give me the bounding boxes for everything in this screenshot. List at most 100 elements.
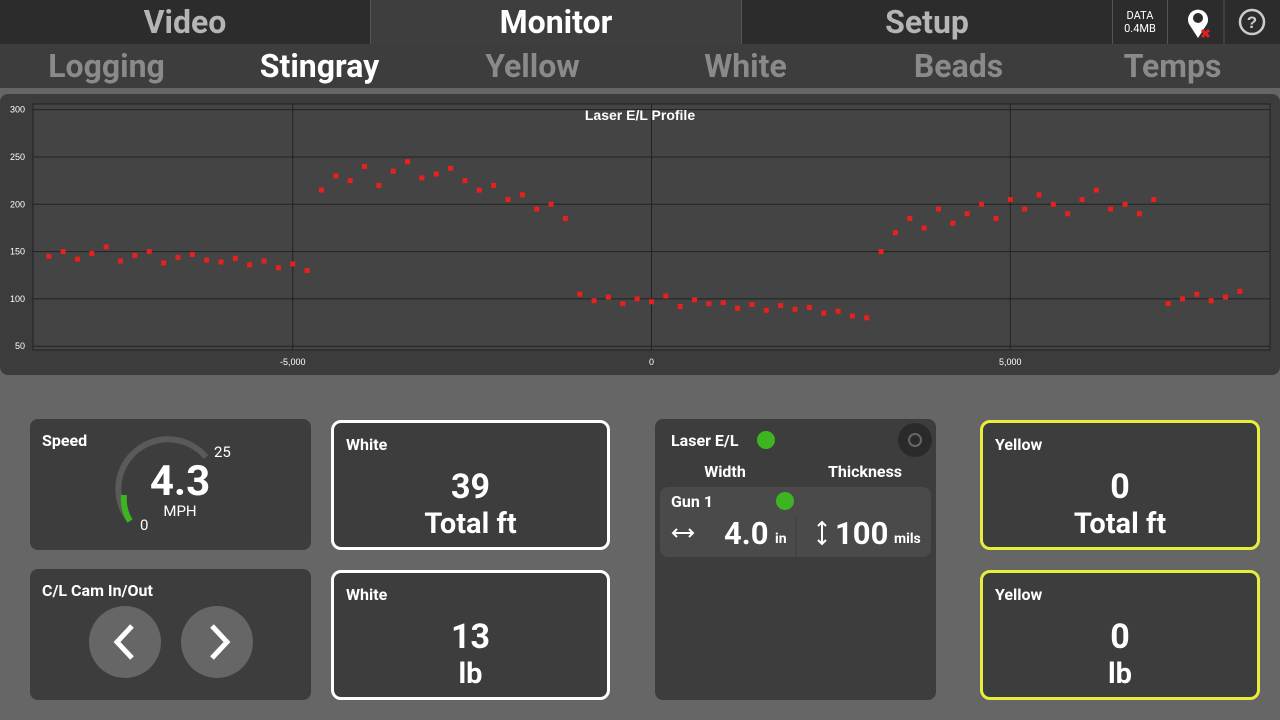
data-point [103,244,109,250]
card-unit: lb [1108,657,1132,691]
data-point [1151,197,1157,203]
data-point [376,182,382,188]
data-label: DATA [1126,9,1154,22]
tab[interactable]: Setup [742,0,1113,44]
tab[interactable]: Video [0,0,371,44]
data-point [419,175,425,181]
data-point [275,265,281,271]
data-point [433,171,439,177]
gps-icon[interactable] [1188,9,1211,39]
data-point [778,303,784,309]
icons: ? [1168,0,1280,44]
data-point [519,192,525,198]
y-tick-label: 250 [10,152,25,162]
data-point [333,173,339,179]
subtab[interactable]: Logging [48,47,165,85]
data-point [247,262,253,268]
data-point [921,225,927,231]
data-point [60,249,66,255]
data-point [1223,294,1229,300]
data-point [361,163,367,169]
subtab[interactable]: White [704,47,787,85]
data-point [892,230,898,236]
data-point [175,254,181,260]
data-point [1022,206,1028,212]
data-point [821,310,827,316]
card-title: White [346,435,388,454]
data-point [720,300,726,306]
cam-buttons [89,606,253,678]
width-unit: in [775,531,787,547]
gauge [115,436,209,523]
speed-card: Speed 4.3 MPH 0 25 [30,419,311,550]
y-tick-label: 100 [10,294,25,304]
data-point [1237,288,1243,294]
data-point [1050,201,1056,207]
laser-card: Laser E/L Width Thickness Gun 1 4.0 in 1… [655,419,936,700]
data-point [146,249,152,255]
data-point [462,178,468,184]
data-point [1136,211,1142,217]
subtab[interactable]: Temps [1123,47,1222,85]
data-point [1165,301,1171,307]
cam-in-button[interactable] [89,606,161,678]
light-icon [908,433,922,447]
data-point [1208,298,1214,304]
data-point [749,302,755,308]
card-unit: Total ft [1073,507,1167,541]
cam-out-button[interactable] [181,606,253,678]
data-point [1093,187,1099,193]
subtab[interactable]: Beads [913,47,1004,85]
data-point [1007,197,1013,203]
data-point [261,258,267,264]
data-point [1179,296,1185,302]
data-point [347,178,353,184]
data-point [692,297,698,303]
data-point [548,201,554,207]
data-point [232,255,238,261]
data-point [663,293,669,299]
yellow-lb-card: Yellow 0 lb [980,570,1260,700]
data-point [46,253,52,259]
data-size: 0.4MB [1124,22,1156,35]
card-unit: lb [458,657,483,691]
y-tick-label: 50 [15,341,25,351]
gauge-track [115,436,209,523]
data-point [964,211,970,217]
card-unit: Total ft [424,507,517,541]
help-icon[interactable]: ? [1238,8,1266,36]
subtab[interactable]: Yellow [485,47,580,85]
data-point [318,187,324,193]
data-point [634,296,640,302]
width-icon [671,528,695,538]
data-point [491,182,497,188]
data-point [950,220,956,226]
data-point [763,307,769,313]
data-point [735,305,741,311]
thickness-value: 100 [835,515,889,552]
gun-panel: Gun 1 4.0 in 100 mils [660,487,931,557]
data-status: DATA 0.4MB [1113,0,1168,44]
x-tick-label: 0 [649,357,654,367]
thickness-unit: mils [894,531,921,547]
card-title: Speed [42,431,88,450]
subtab[interactable]: Stingray [259,47,380,85]
card-value: 13 [450,617,490,657]
data-point [1194,291,1200,297]
gauge-max: 25 [214,443,231,461]
laser-icons [757,423,932,457]
x-tick-label: -5,000 [280,357,306,367]
light-button[interactable] [898,423,932,457]
white-total-card: White 39 Total ft [331,420,610,550]
thickness-label: Thickness [827,462,903,481]
data-point [792,306,798,312]
data-point [849,313,855,319]
gun-icons [671,492,827,557]
data-point [835,308,841,314]
data-point [979,201,985,207]
chart-title: Laser E/L Profile [585,107,695,123]
tab[interactable]: Monitor [371,0,742,44]
data-point [591,298,597,304]
data-point [74,256,80,262]
gauge-fill [120,494,133,523]
